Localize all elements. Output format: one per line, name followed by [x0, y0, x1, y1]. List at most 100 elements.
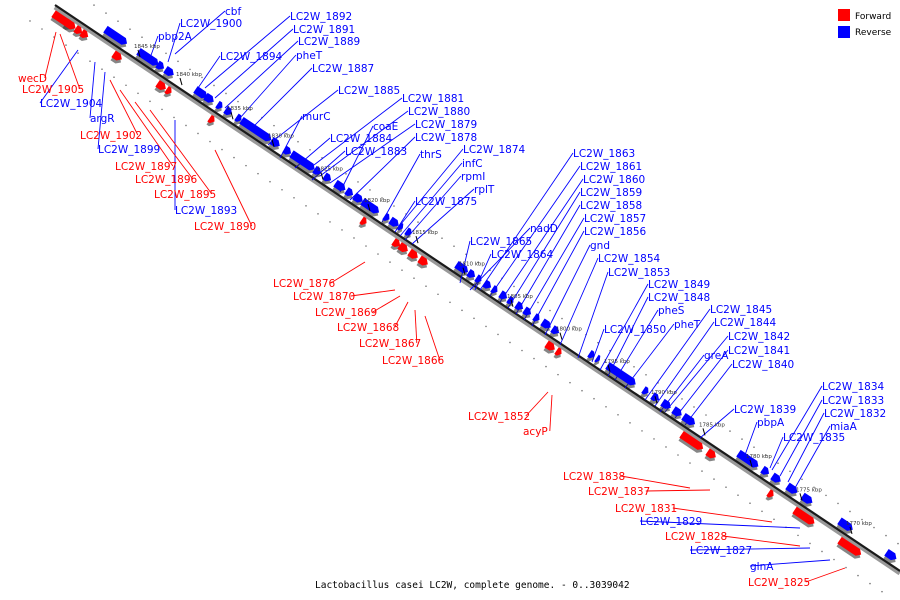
gene-label: LC2W_1828 [665, 531, 727, 543]
guide-dot [41, 28, 43, 30]
guide-dot [65, 44, 67, 46]
legend-forward-swatch [838, 9, 850, 21]
guide-dot [549, 309, 551, 312]
guide-dot [161, 108, 163, 111]
gene-label: LC2W_1902 [80, 130, 142, 142]
tick-label: 1830 kbp [268, 134, 294, 140]
label-leader [411, 188, 475, 245]
guide-dot [113, 76, 115, 79]
reverse-gene [481, 279, 492, 292]
forward-gene [110, 50, 122, 64]
guide-dot [633, 365, 635, 368]
guide-dot [821, 550, 823, 553]
tick-mark [320, 172, 324, 180]
label-leader [59, 33, 81, 90]
guide-dot [381, 197, 383, 199]
reverse-gene [332, 179, 346, 195]
label-leader [607, 296, 649, 377]
reverse-gene [640, 386, 649, 398]
guide-dot [497, 333, 499, 336]
gene-label: LC2W_1827 [690, 545, 752, 557]
guide-dot [677, 454, 679, 456]
gene-label: LC2W_1858 [580, 200, 642, 212]
gene-label: LC2W_1883 [345, 146, 407, 158]
gene-label: LC2W_1893 [175, 205, 237, 217]
label-leader [639, 520, 801, 529]
guide-dot [305, 205, 307, 207]
label-leader [395, 148, 464, 231]
label-leader [699, 408, 735, 439]
guide-dot [185, 124, 187, 127]
guide-dot [429, 229, 431, 231]
gene-label: LC2W_1875 [415, 196, 477, 208]
guide-dot [93, 4, 95, 6]
guide-dot [825, 494, 827, 497]
backbone-line [54, 4, 900, 572]
gene-label: LC2W_1904 [40, 98, 103, 110]
guide-dot [689, 462, 691, 464]
label-leader [749, 559, 831, 567]
guide-dot [209, 140, 211, 143]
guide-dot [201, 76, 203, 79]
guide-dot [129, 28, 131, 30]
reverse-gene [586, 350, 595, 362]
gene-label: LC2W_1894 [220, 51, 283, 63]
gene-label: LC2W_1860 [583, 174, 645, 186]
tick-mark [849, 526, 853, 534]
label-leader [174, 10, 226, 55]
guide-dot [813, 486, 815, 489]
guide-dot [77, 52, 79, 54]
guide-dot [525, 293, 527, 296]
guide-dot [857, 574, 859, 577]
forward-gene [154, 79, 166, 94]
label-leader [674, 349, 729, 419]
label-leader [515, 204, 581, 315]
gene-label: LC2W_1899 [98, 144, 160, 156]
guide-dot [357, 181, 359, 183]
label-leader [744, 421, 758, 456]
label-leader [620, 475, 691, 489]
gene-label: LC2W_1845 [710, 304, 772, 316]
gene-label: acyP [523, 426, 548, 438]
tick-label: 1800 kbp [556, 327, 582, 333]
label-leader [97, 71, 106, 150]
reverse-gene [604, 362, 636, 389]
label-leader [787, 412, 825, 483]
reverse-gene [381, 212, 390, 225]
guide-dot [237, 100, 239, 103]
label-leader [424, 315, 441, 361]
gene-label: LC2W_1852 [468, 411, 530, 423]
guide-dot [165, 52, 167, 55]
label-leader [204, 15, 291, 89]
guide-dot [29, 20, 31, 22]
gene-label: LC2W_1831 [615, 503, 677, 515]
label-leader [399, 162, 463, 237]
guide-dot [809, 542, 811, 545]
label-leader [89, 61, 96, 119]
guide-dot [705, 414, 707, 416]
gene-label: LC2W_1879 [415, 119, 477, 131]
guide-dot [561, 317, 563, 320]
tick-mark [415, 236, 419, 244]
guide-dot [401, 269, 403, 271]
forward-gene [765, 489, 774, 501]
gene-label: miaA [830, 421, 858, 433]
guide-dot [233, 156, 235, 159]
guide-dot [413, 277, 415, 279]
guide-dot [389, 261, 391, 263]
legend-reverse-label: Reverse [855, 28, 892, 38]
label-leader [134, 101, 194, 180]
guide-dot [273, 124, 275, 127]
label-leader [330, 261, 366, 284]
reverse-gene [465, 268, 476, 281]
guide-dot [873, 526, 875, 529]
gene-label: LC2W_1895 [154, 189, 216, 201]
label-leader [779, 399, 823, 477]
gene-label: pbp2A [158, 31, 193, 43]
gene-label: LC2W_1854 [598, 253, 661, 265]
label-leader [523, 217, 585, 321]
label-leader [197, 55, 221, 89]
guide-dot [665, 446, 667, 448]
tick-mark [607, 364, 611, 372]
